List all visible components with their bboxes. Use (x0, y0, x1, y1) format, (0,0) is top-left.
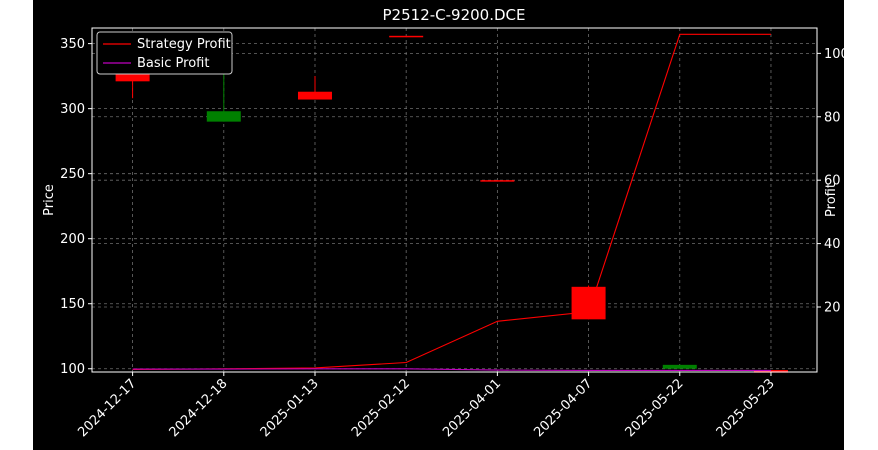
candle-body (753, 370, 788, 373)
y-axis-label-right: Profit (824, 183, 839, 217)
candle-body (571, 286, 606, 320)
candle-body (480, 180, 515, 182)
candle-body (206, 111, 241, 122)
y-tick-label-right: 20 (824, 301, 841, 316)
y-tick-label-left: 100 (60, 362, 85, 377)
legend: Strategy Profit Basic Profit (96, 31, 233, 75)
chart: 100 150 200 250 300 350 20 40 60 80 100 2024-12-1… (42, 6, 844, 440)
candle-body (389, 35, 424, 38)
legend-label-basic: Basic Profit (137, 56, 209, 71)
y-axis-right: 20 40 60 80 100 (817, 47, 844, 316)
x-tick-label: 2025-04-01 (440, 376, 504, 440)
x-tick-label: 2025-05-23 (714, 376, 778, 440)
x-tick-label: 2024-12-17 (75, 376, 139, 440)
plot-area (92, 28, 817, 372)
candle-body (115, 72, 150, 82)
y-tick-label-left: 250 (60, 167, 85, 182)
x-axis: 2024-12-17 2024-12-18 2025-01-13 2025-02-12… (75, 372, 778, 440)
chart-title: P2512-C-9200.DCE (383, 6, 526, 24)
y-tick-label-left: 150 (60, 297, 85, 312)
candles (115, 35, 788, 373)
x-tick-label: 2025-02-12 (349, 376, 413, 440)
profit-lines (132, 33, 771, 371)
chart-figure: 100 150 200 250 300 350 20 40 60 80 100 2024-12-1… (33, 0, 844, 450)
candle-body (297, 91, 332, 100)
y-tick-label-left: 300 (60, 102, 85, 117)
plot-frame (91, 27, 818, 373)
x-tick-label: 2025-01-13 (258, 376, 322, 440)
candle-body (662, 364, 697, 369)
x-tick-label: 2024-12-18 (167, 376, 231, 440)
y-tick-label-left: 350 (60, 37, 85, 52)
y-tick-label-left: 200 (60, 232, 85, 247)
y-axis-left: 100 150 200 250 300 350 (60, 37, 92, 377)
y-tick-label-right: 60 (824, 174, 841, 189)
y-tick-label-right: 80 (824, 110, 841, 125)
x-tick-label: 2025-04-07 (531, 376, 595, 440)
y-tick-label-right: 40 (824, 237, 841, 252)
legend-label-strategy: Strategy Profit (137, 37, 231, 52)
y-axis-label-left: Price (42, 184, 57, 216)
basic-profit-line (132, 368, 771, 371)
y-tick-label-right: 100 (824, 47, 844, 62)
x-tick-label: 2025-05-22 (623, 376, 687, 440)
